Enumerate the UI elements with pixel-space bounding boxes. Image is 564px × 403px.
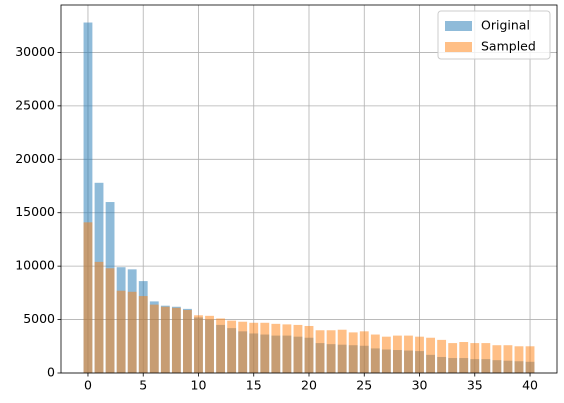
- y-tick-label: 5000: [23, 311, 55, 326]
- bar: [448, 343, 458, 373]
- bar: [83, 222, 93, 373]
- y-tick-label: 25000: [15, 97, 55, 112]
- bar: [525, 346, 535, 373]
- bar: [249, 322, 259, 373]
- legend-label: Original: [481, 18, 530, 33]
- bar: [326, 330, 336, 373]
- bar: [514, 346, 524, 373]
- bar: [260, 322, 270, 373]
- y-tick-label: 10000: [15, 258, 55, 273]
- plot-frame: [60, 4, 558, 374]
- legend-swatch: [445, 21, 472, 31]
- bar: [304, 325, 314, 373]
- x-tick-label: 5: [139, 378, 147, 393]
- bar: [426, 337, 435, 373]
- x-tick-label: 35: [467, 378, 483, 393]
- bar: [94, 261, 104, 373]
- bar: [116, 290, 126, 373]
- y-tick-label: 30000: [15, 44, 55, 59]
- bar: [205, 315, 214, 373]
- bar: [459, 342, 469, 373]
- x-tick-label: 30: [412, 378, 428, 393]
- bar: [348, 332, 358, 373]
- bar: [227, 320, 237, 373]
- bar: [370, 334, 380, 373]
- bar: [171, 307, 181, 373]
- x-tick-label: 40: [522, 378, 538, 393]
- bar: [415, 336, 424, 373]
- legend: Original Sampled: [437, 10, 551, 60]
- y-tick-label: 0: [47, 365, 55, 380]
- bar: [149, 304, 159, 373]
- bar: [160, 306, 170, 373]
- bar: [470, 343, 480, 373]
- x-tick-label: 15: [246, 378, 262, 393]
- x-tick-label: 10: [191, 378, 207, 393]
- bar: [127, 291, 137, 373]
- bar: [282, 324, 292, 373]
- bar: [238, 321, 248, 373]
- bar: [293, 324, 303, 373]
- bar: [105, 268, 115, 373]
- y-tick-label: 15000: [15, 204, 55, 219]
- bar: [492, 345, 502, 373]
- y-tick-label: 20000: [15, 151, 55, 166]
- legend-swatch: [445, 42, 472, 52]
- bar: [381, 336, 391, 373]
- bar: [138, 296, 148, 373]
- bar: [359, 331, 369, 373]
- bar: [392, 335, 402, 373]
- bar: [437, 339, 447, 373]
- bar: [216, 318, 226, 373]
- bar: [503, 345, 513, 373]
- bar: [481, 343, 491, 373]
- bar: [83, 22, 93, 374]
- x-tick-label: 25: [356, 378, 372, 393]
- bar: [194, 315, 203, 373]
- bar: [404, 335, 413, 373]
- bar: [271, 323, 281, 373]
- legend-label: Sampled: [481, 39, 536, 54]
- bar: [183, 309, 192, 373]
- x-tick-label: 0: [84, 378, 92, 393]
- x-tick-label: 20: [301, 378, 317, 393]
- bar: [315, 330, 325, 373]
- bar: [337, 329, 347, 373]
